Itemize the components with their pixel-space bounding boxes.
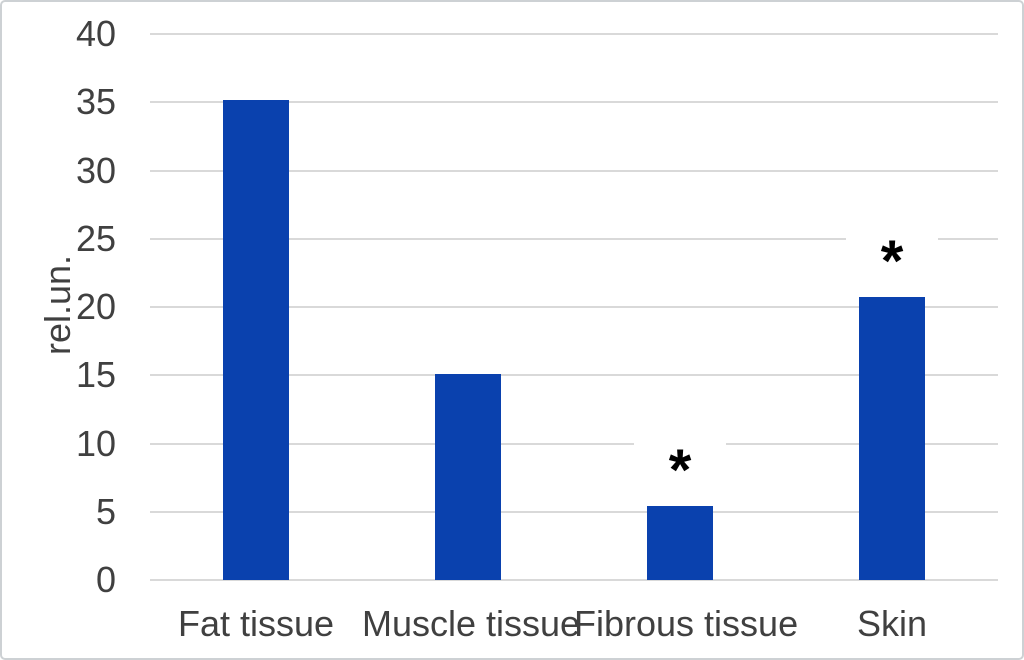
significance-asterisk-fibrous-tissue: *: [668, 437, 692, 503]
gridline-y-30: [150, 169, 998, 172]
significance-asterisk-skin: *: [880, 228, 904, 294]
category-label-fat-tissue: Fat tissue: [177, 603, 335, 644]
plot-area: * *: [150, 33, 998, 581]
bar-fat-tissue: [223, 99, 289, 580]
y-tick-label: 20: [75, 286, 116, 327]
y-tick-label: 35: [75, 81, 116, 123]
category-label-skin: Skin: [856, 603, 928, 644]
gridline-y-15: [150, 374, 998, 377]
gridline-y-25: [150, 237, 998, 240]
y-tick-label: 5: [95, 490, 116, 532]
gridline-y-0: [150, 579, 998, 581]
gridline-y-10: [150, 442, 998, 445]
bar-fibrous-tissue: [647, 506, 713, 580]
gridline-y-5: [150, 510, 998, 513]
y-tick-label: 30: [75, 149, 116, 191]
asterisk-backing: *: [634, 437, 726, 503]
y-tick-label: 15: [75, 354, 116, 396]
category-label-fibrous-tissue: Fibrous tissue: [574, 603, 799, 644]
bar-muscle-tissue: [435, 373, 501, 580]
gridline-y-35: [150, 101, 998, 104]
gridline-y-40: [150, 33, 998, 35]
bar-skin: [859, 297, 925, 580]
category-label-muscle-tissue: Muscle tissue: [362, 603, 581, 644]
asterisk-backing: *: [846, 228, 938, 294]
y-tick-label: 0: [95, 559, 116, 600]
y-tick-label: 10: [75, 422, 116, 464]
gridline-y-20: [150, 306, 998, 308]
y-tick-label: 25: [75, 217, 116, 259]
y-tick-label: 40: [75, 13, 116, 54]
